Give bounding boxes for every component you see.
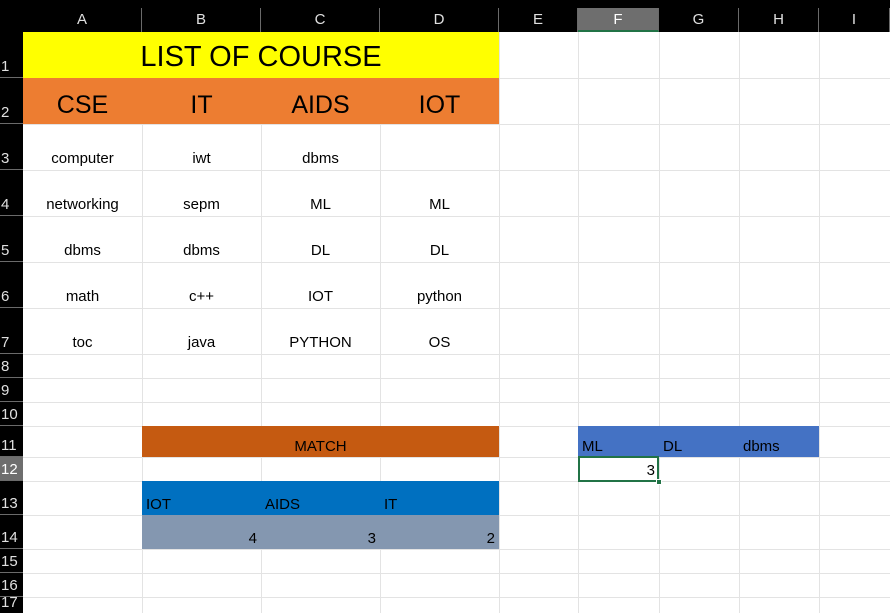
course-cell[interactable]: DL [310, 242, 331, 259]
title-fill [23, 32, 499, 78]
course-cell[interactable]: OS [428, 334, 451, 351]
course-cell[interactable]: ML [310, 196, 331, 213]
row-header-15[interactable]: 15 [0, 549, 23, 573]
course-cell[interactable]: DL [429, 242, 450, 259]
lookup-header-dl[interactable]: DL [663, 438, 683, 455]
row-header-11[interactable]: 11 [0, 426, 23, 457]
row-header-16[interactable]: 16 [0, 573, 23, 597]
row-header-2[interactable]: 2 [0, 78, 23, 124]
course-cell[interactable]: ML [429, 196, 450, 213]
match-header-iot[interactable]: IOT [146, 496, 171, 513]
column-header-f[interactable]: F [578, 8, 659, 32]
course-cell[interactable]: IOT [308, 288, 333, 305]
match-header-it[interactable]: IT [384, 496, 398, 513]
course-cell[interactable]: java [187, 334, 216, 351]
match-value-iot[interactable]: 4 [248, 530, 257, 547]
lookup-header-dbms[interactable]: dbms [743, 438, 780, 455]
match-label-fill [142, 426, 499, 457]
course-cell[interactable]: python [416, 288, 463, 305]
course-cell[interactable]: c++ [188, 288, 215, 305]
column-header-g[interactable]: G [659, 8, 739, 32]
column-header-e[interactable]: E [499, 8, 578, 32]
row-header-12[interactable]: 12 [0, 457, 23, 481]
course-cell[interactable]: math [65, 288, 100, 305]
dept-header-cse[interactable]: CSE [56, 91, 109, 119]
course-cell[interactable]: iwt [192, 150, 211, 167]
row-header-10[interactable]: 10 [0, 402, 23, 426]
row-header-8[interactable]: 8 [0, 354, 23, 378]
match-label-cell[interactable]: MATCH [294, 438, 347, 455]
row-header-3[interactable]: 3 [0, 124, 23, 170]
active-cell-border[interactable] [578, 456, 659, 482]
match-value-aids[interactable]: 3 [367, 530, 376, 547]
row-header-9[interactable]: 9 [0, 378, 23, 402]
column-header-b[interactable]: B [142, 8, 261, 32]
column-header-a[interactable]: A [23, 8, 142, 32]
course-cell[interactable]: dbms [64, 242, 101, 259]
column-header-d[interactable]: D [380, 8, 499, 32]
match-value-fill [142, 515, 499, 549]
column-header-h[interactable]: H [739, 8, 819, 32]
course-cell[interactable]: computer [51, 150, 114, 167]
row-header-13[interactable]: 13 [0, 481, 23, 515]
column-header-i[interactable]: I [819, 8, 890, 32]
dept-header-fill [23, 78, 499, 124]
match-header-fill [142, 481, 499, 515]
dept-header-iot[interactable]: IOT [418, 91, 461, 119]
match-header-aids[interactable]: AIDS [265, 496, 301, 513]
course-cell[interactable]: dbms [302, 150, 339, 167]
lookup-header-fill [578, 426, 819, 457]
lookup-result-cell[interactable]: 3 [646, 462, 655, 479]
row-header-6[interactable]: 6 [0, 262, 23, 308]
course-cell[interactable]: toc [72, 334, 93, 351]
course-cell[interactable] [380, 124, 499, 170]
row-header-5[interactable]: 5 [0, 216, 23, 262]
title-cell[interactable]: LIST OF COURSE [140, 41, 382, 73]
fill-handle[interactable] [656, 479, 662, 485]
row-header-7[interactable]: 7 [0, 308, 23, 354]
lookup-header-ml[interactable]: ML [582, 438, 603, 455]
row-header-1[interactable]: 1 [0, 32, 23, 78]
course-cell[interactable]: networking [46, 196, 119, 213]
course-cell[interactable]: sepm [183, 196, 220, 213]
dept-header-aids[interactable]: AIDS [291, 91, 350, 119]
column-header-bar [0, 0, 890, 32]
course-cell[interactable]: dbms [183, 242, 220, 259]
column-header-c[interactable]: C [261, 8, 380, 32]
match-value-it[interactable]: 2 [486, 530, 495, 547]
row-header-14[interactable]: 14 [0, 515, 23, 549]
course-cell[interactable]: PYTHON [289, 334, 352, 351]
dept-header-it[interactable]: IT [190, 91, 213, 119]
row-header-4[interactable]: 4 [0, 170, 23, 216]
row-header-17[interactable]: 17 [1, 594, 18, 611]
